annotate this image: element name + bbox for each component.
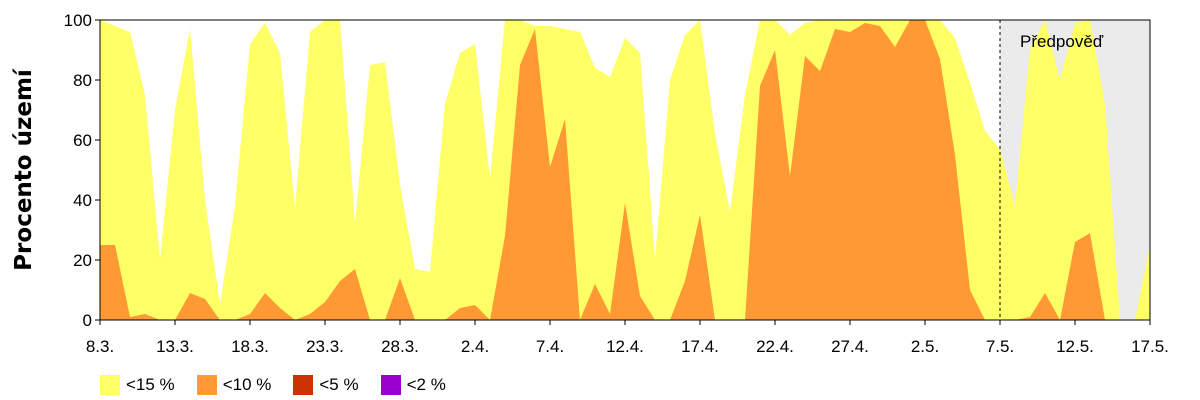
- x-tick-label: 23.3.: [306, 337, 344, 356]
- legend-label: <10 %: [222, 375, 272, 394]
- x-tick-label: 27.4.: [831, 337, 869, 356]
- series-area-1: [100, 20, 1150, 320]
- legend-label: <2 %: [406, 375, 446, 394]
- chart: Předpověď 0 20 40 60 80 100 8.3. 13.3. 18.3. 23.3…: [11, 11, 1169, 356]
- legend-item: <5 %: [293, 375, 359, 395]
- x-tick-label: 28.3.: [381, 337, 419, 356]
- x-tick-label: 12.4.: [606, 337, 644, 356]
- y-tick-label: 80: [73, 71, 92, 90]
- y-tick-label: 100: [64, 11, 92, 30]
- legend-swatch: [196, 375, 217, 395]
- legend-swatch: [293, 375, 314, 395]
- legend-label: <15 %: [126, 375, 175, 394]
- x-tick-label: 7.4.: [536, 337, 564, 356]
- legend: <15 % <10 % <5 % <2 %: [100, 372, 468, 398]
- y-tick-label: 0: [83, 311, 92, 330]
- x-tick-label: 18.3.: [231, 337, 269, 356]
- legend-swatch: [100, 375, 120, 395]
- y-axis-label: Procento území: [11, 68, 37, 271]
- legend-label: <5 %: [319, 375, 359, 394]
- y-tick-label: 40: [73, 191, 92, 210]
- y-tick-label: 60: [73, 131, 92, 150]
- legend-item: <2 %: [380, 375, 446, 395]
- legend-swatch: [380, 375, 401, 395]
- series-layer: [100, 20, 1150, 320]
- x-tick-label: 17.5.: [1131, 337, 1169, 356]
- legend-item: <15 %: [100, 375, 175, 395]
- x-tick-label: 22.4.: [756, 337, 794, 356]
- legend-item: <10 %: [196, 375, 272, 395]
- x-tick-label: 17.4.: [681, 337, 719, 356]
- x-tick-label: 8.3.: [86, 337, 114, 356]
- x-tick-label: 7.5.: [986, 337, 1014, 356]
- x-tick-label: 2.4.: [461, 337, 489, 356]
- x-tick-label: 13.3.: [156, 337, 194, 356]
- x-tick-label: 2.5.: [911, 337, 939, 356]
- axis-layer: 0 20 40 60 80 100 8.3. 13.3. 18.3. 23.3. 28.3. 2.4.…: [64, 11, 1169, 356]
- forecast-label: Předpověď: [1020, 32, 1104, 51]
- y-tick-label: 20: [73, 251, 92, 270]
- x-tick-label: 12.5.: [1056, 337, 1094, 356]
